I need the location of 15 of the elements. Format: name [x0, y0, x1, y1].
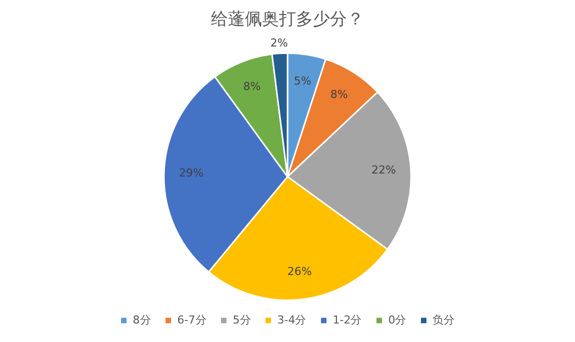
chart-title: 给蓬佩奥打多少分？	[211, 10, 364, 30]
data-label: 26%	[287, 265, 312, 278]
data-label: 5%	[294, 74, 312, 88]
legend-label: 3-4分	[277, 313, 306, 326]
data-label: 8%	[330, 88, 348, 102]
data-label: 29%	[178, 166, 204, 180]
data-label: 22%	[371, 164, 396, 177]
legend-label: 8分	[132, 313, 151, 326]
legend-label: 5分	[232, 313, 251, 326]
data-label: 2%	[270, 36, 288, 50]
legend-label: 0分	[388, 313, 406, 326]
legend-label: 1-2分	[332, 313, 362, 326]
legend-label: 负分	[432, 313, 455, 326]
legend-label: 6-7分	[177, 313, 206, 326]
data-label: 8%	[243, 80, 261, 93]
